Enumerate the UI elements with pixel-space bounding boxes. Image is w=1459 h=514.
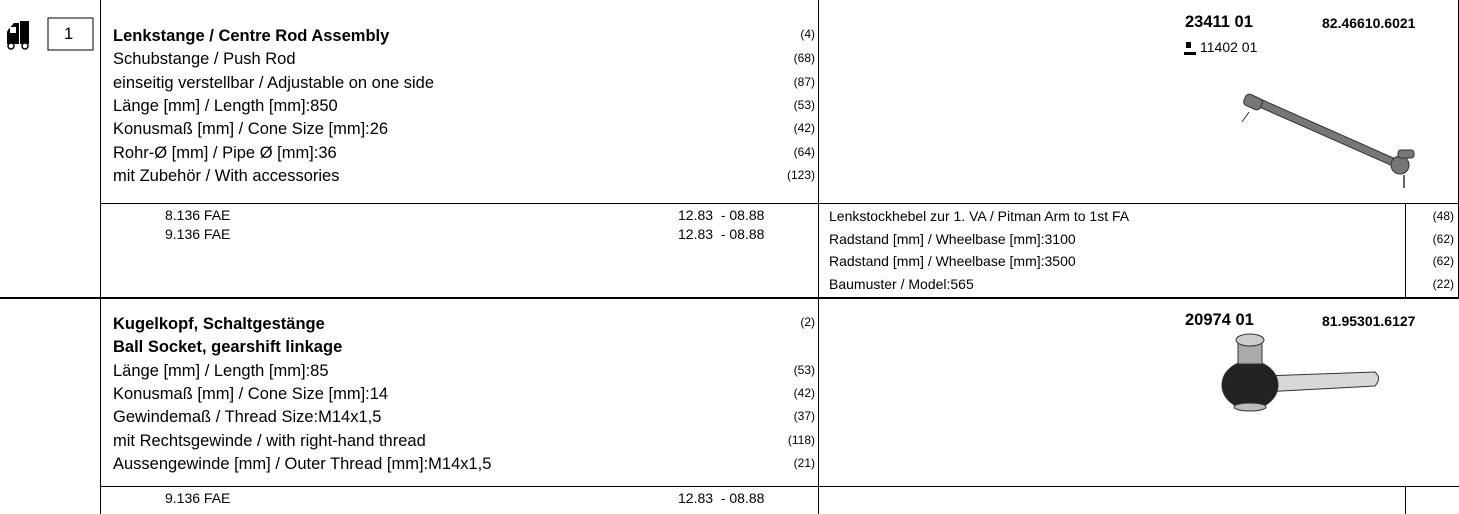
note-code: (48): [1432, 209, 1454, 223]
attribute-text: Aussengewinde [mm] / Outer Thread [mm]:M…: [113, 454, 492, 473]
attribute-text: einseitig verstellbar / Adjustable on on…: [113, 73, 435, 92]
attribute-code: (42): [793, 121, 815, 136]
attribute-code: (87): [793, 74, 815, 89]
note-code: (62): [1432, 231, 1454, 246]
part-number: 20974 01: [1185, 311, 1254, 329]
attribute-text: Rohr-Ø [mm] / Pipe Ø [mm]:36: [113, 143, 337, 162]
ball-socket-image: [1221, 333, 1379, 412]
vehicle-period: 12.83 - 08.88: [678, 207, 765, 223]
attribute-text: Länge [mm] / Length [mm]:85: [113, 361, 329, 380]
reference-icon: [1184, 42, 1196, 55]
vehicle-period: 12.83 - 08.88: [678, 490, 765, 506]
attribute-text: Konusmaß [mm] / Cone Size [mm]:26: [113, 120, 389, 139]
attribute-code: (21): [793, 455, 815, 470]
position-number: 1: [64, 25, 74, 43]
attribute-code: (118): [787, 432, 815, 447]
vehicle-model: 8.136 FAE: [165, 207, 231, 223]
column-divider: [818, 0, 819, 514]
attribute-text: Gewindemaß / Thread Size:M14x1,5: [113, 408, 382, 427]
column-divider: [100, 0, 101, 514]
attribute-text: Länge [mm] / Length [mm]:850: [113, 96, 338, 115]
note-text: Radstand [mm] / Wheelbase [mm]:3500: [829, 253, 1076, 270]
item-divider: [0, 297, 1459, 299]
attribute-code: (123): [786, 167, 815, 182]
attribute-code: (64): [793, 144, 815, 159]
position-box: [47, 17, 94, 51]
vehicle-model: 9.136 FAE: [165, 490, 231, 506]
attribute-code: (68): [793, 51, 815, 66]
oe-number: 81.95301.6127: [1322, 313, 1416, 329]
note-text: Lenkstockhebel zur 1. VA / Pitman Arm to…: [829, 208, 1130, 224]
attribute-text: Konusmaß [mm] / Cone Size [mm]:14: [113, 384, 389, 403]
item-title: Lenkstange / Centre Rod Assembly: [113, 27, 390, 45]
section-divider: [100, 203, 1459, 204]
note-code: (22): [1432, 277, 1454, 292]
note-code: (62): [1432, 254, 1454, 269]
centre-rod-image: [1241, 93, 1415, 188]
item-title: Kugelkopf, Schaltgestänge: [113, 315, 325, 333]
code-divider: [1405, 486, 1406, 514]
item-title: Ball Socket, gearshift linkage: [113, 338, 343, 357]
attribute-code: (53): [793, 362, 815, 377]
section-divider: [100, 486, 1459, 487]
vehicle-period: 12.83 - 08.88: [678, 226, 765, 242]
reference-number: 11402 01: [1200, 39, 1258, 55]
oe-number: 82.46610.6021: [1322, 15, 1416, 31]
part-number: 23411 01: [1185, 13, 1253, 31]
attribute-code: (4): [800, 27, 815, 41]
truck-icon: [7, 21, 29, 50]
attribute-code: (37): [793, 409, 815, 424]
attribute-text: Schubstange / Push Rod: [113, 50, 296, 69]
attribute-text: mit Zubehör / With accessories: [113, 166, 340, 185]
attribute-code: (2): [800, 315, 815, 329]
attribute-text: mit Rechtsgewinde / with right-hand thre…: [113, 431, 426, 450]
note-text: Radstand [mm] / Wheelbase [mm]:3100: [829, 230, 1076, 247]
attribute-code: (42): [793, 385, 815, 400]
note-text: Baumuster / Model:565: [829, 276, 974, 293]
code-divider: [1405, 203, 1406, 298]
attribute-code: (53): [793, 97, 815, 112]
vehicle-model: 9.136 FAE: [165, 226, 231, 242]
